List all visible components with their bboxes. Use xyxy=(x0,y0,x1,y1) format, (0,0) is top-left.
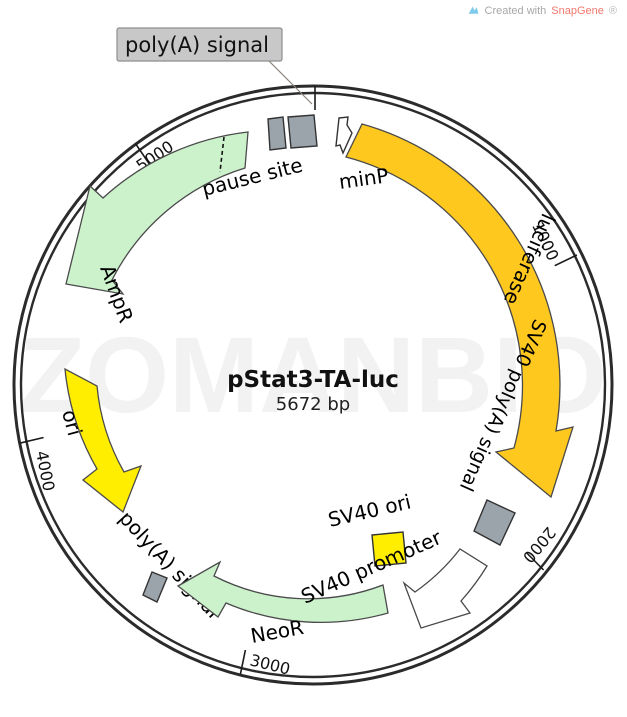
callout-label: poly(A) signal xyxy=(125,33,269,57)
feature-ori[interactable]: ori xyxy=(57,367,143,514)
brand-prefix: Created with xyxy=(484,4,547,17)
neor-arrow[interactable] xyxy=(176,560,389,624)
feature-gray-box-2000[interactable] xyxy=(473,499,516,546)
feature-label-sv40-ori: SV40 ori xyxy=(326,490,413,532)
feature-label-neor: NeoR xyxy=(249,615,306,648)
sv40-promoter-arrow[interactable] xyxy=(402,548,488,629)
ampr-internal-divider xyxy=(219,136,225,173)
backbone-inner-circle xyxy=(19,91,607,679)
pause-site-box-left[interactable] xyxy=(267,116,287,151)
callout-box[interactable] xyxy=(116,27,283,62)
ori-arrow[interactable] xyxy=(64,367,143,514)
backbone-outer-circle xyxy=(12,84,614,686)
ampr-arrow[interactable] xyxy=(65,131,249,295)
brand-name-b: ® xyxy=(608,4,617,17)
ruler-tick-label: 4000 xyxy=(32,449,58,493)
sv40-ori-box[interactable] xyxy=(371,531,407,567)
brand-name-a: SnapGene xyxy=(551,4,604,17)
minp-arrow[interactable] xyxy=(335,116,353,155)
plasmid-name: pStat3-TA-luc xyxy=(227,367,399,393)
callout-leader-line xyxy=(267,58,313,105)
plasmid-length: 5672 bp xyxy=(276,394,350,415)
feature-ampr[interactable]: AmpR xyxy=(65,131,249,326)
gray-box-2000[interactable] xyxy=(473,499,516,546)
snapgene-logo-icon xyxy=(468,6,478,14)
polya-signal-box[interactable] xyxy=(142,571,168,603)
callout-polya-signal[interactable]: poly(A) signal xyxy=(116,27,316,110)
watermark-text: ZOMANBIO xyxy=(19,314,607,435)
luciferase-arrow[interactable] xyxy=(345,123,574,499)
feature-label-minp: minP xyxy=(337,163,390,194)
snapgene-branding: Created with SnapGene ® xyxy=(467,4,617,17)
pause-site-box-right[interactable] xyxy=(287,114,318,149)
